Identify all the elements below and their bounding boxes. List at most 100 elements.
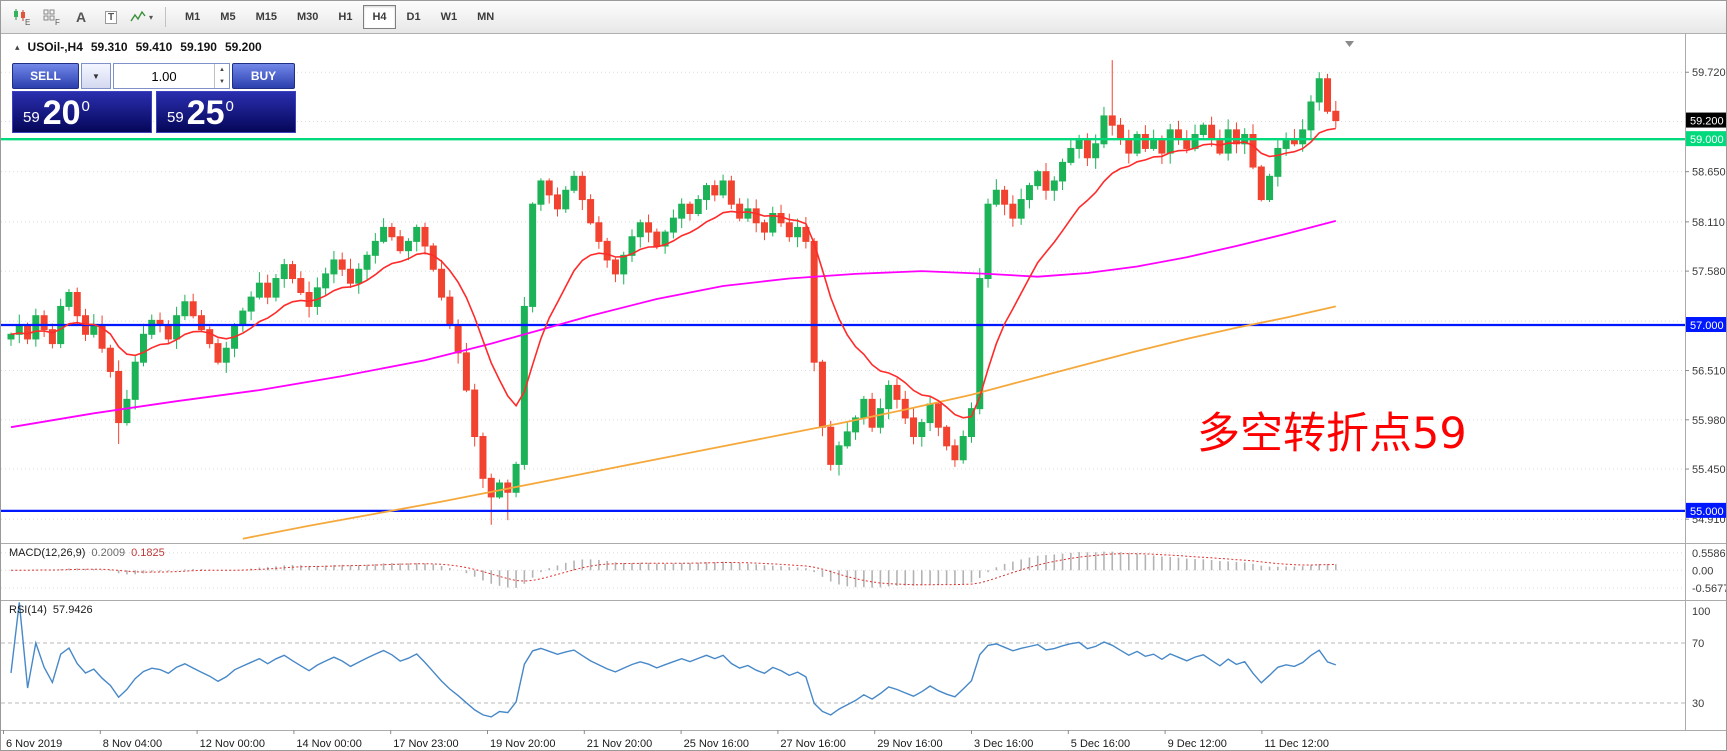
svg-text:F: F xyxy=(55,18,60,26)
svg-text:27 Nov 16:00: 27 Nov 16:00 xyxy=(780,738,845,750)
buy-button[interactable]: BUY xyxy=(232,63,295,89)
new-order-icon[interactable]: E xyxy=(7,4,35,30)
buy-price-prefix: 59 xyxy=(167,109,184,126)
chart-shift-marker[interactable] xyxy=(1345,41,1354,47)
grid-icon[interactable]: F xyxy=(37,4,65,30)
dropdown-arrow-icon: ▼ xyxy=(92,71,100,81)
hline-59-chip: 59.000 xyxy=(1686,131,1726,147)
svg-text:29 Nov 16:00: 29 Nov 16:00 xyxy=(877,738,942,750)
ohlc-low: 59.190 xyxy=(180,40,217,54)
svg-text:9 Dec 12:00: 9 Dec 12:00 xyxy=(1168,738,1227,750)
timeframe-m15[interactable]: M15 xyxy=(255,11,277,23)
svg-text:0.5586: 0.5586 xyxy=(1692,548,1726,560)
symbol-label: USOil-,H4 xyxy=(27,40,83,54)
dropdown-arrow-icon: ▾ xyxy=(148,12,153,22)
svg-text:3 Dec 16:00: 3 Dec 16:00 xyxy=(974,738,1033,750)
svg-text:-0.5677: -0.5677 xyxy=(1692,583,1727,595)
ma-fast-line xyxy=(10,127,1336,419)
buy-price-main: 25 xyxy=(186,93,225,132)
svg-text:59.200: 59.200 xyxy=(1690,116,1724,128)
svg-text:5 Dec 16:00: 5 Dec 16:00 xyxy=(1071,738,1130,750)
indicators-icon[interactable]: ▾ xyxy=(127,4,155,30)
macd-signal-line xyxy=(10,553,1336,586)
current-price-chip: 59.200 xyxy=(1686,112,1726,128)
macd-histogram xyxy=(18,551,1337,588)
hline-57-chip: 57.000 xyxy=(1686,317,1726,333)
svg-text:E: E xyxy=(25,18,30,26)
timeframe-h4[interactable]: H4 xyxy=(363,5,396,29)
sell-button[interactable]: SELL xyxy=(12,63,79,89)
toolbar-separator xyxy=(165,7,166,27)
svg-text:57.000: 57.000 xyxy=(1690,320,1724,332)
text-tool-icon[interactable]: A xyxy=(75,9,87,25)
volume-up-button[interactable]: ▲ xyxy=(219,67,225,73)
ma-mid-line xyxy=(10,220,1337,429)
rsi-pane-label: RSI(14) 57.9426 xyxy=(9,604,93,616)
timeframe-m5[interactable]: M5 xyxy=(220,11,236,23)
svg-text:0.00: 0.00 xyxy=(1692,565,1713,577)
ohlc-close: 59.200 xyxy=(224,40,262,54)
volume-preset-dropdown[interactable]: ▼ xyxy=(81,63,111,89)
timeframe-m1[interactable]: M1 xyxy=(185,11,201,23)
sell-price-sup: 0 xyxy=(81,98,90,115)
timeframe-mn[interactable]: MN xyxy=(477,11,495,23)
svg-text:56.510: 56.510 xyxy=(1692,366,1726,378)
sell-price-prefix: 59 xyxy=(23,109,40,126)
svg-text:19 Nov 20:00: 19 Nov 20:00 xyxy=(490,738,555,750)
timeframe-w1[interactable]: W1 xyxy=(440,11,458,23)
sell-price-tile[interactable]: 59 20 0 xyxy=(12,91,152,133)
toolbar: E F A T ▾ M1 M5 M15 M30 H1 H4 D1 W1 MN xyxy=(1,1,1726,34)
svg-text:30: 30 xyxy=(1692,698,1704,710)
sell-price-main: 20 xyxy=(42,93,81,132)
chart-ohlc-header: ▴ USOil-,H4 59.310 59.410 59.190 59.200 xyxy=(15,40,262,54)
volume-value[interactable]: 1.00 xyxy=(151,68,177,84)
svg-text:12 Nov 00:00: 12 Nov 00:00 xyxy=(200,738,265,750)
pane-separators[interactable] xyxy=(1,34,1727,731)
svg-text:11 Dec 12:00: 11 Dec 12:00 xyxy=(1264,738,1329,750)
svg-text:25 Nov 16:00: 25 Nov 16:00 xyxy=(684,738,749,750)
svg-text:6 Nov 2019: 6 Nov 2019 xyxy=(6,738,62,750)
macd-main-value: 0.2009 xyxy=(91,547,126,559)
toolbar-icon-group: E F A T ▾ xyxy=(7,4,155,30)
timeframe-h1[interactable]: H1 xyxy=(338,11,353,23)
volume-input[interactable]: 1.00 ▲ ▼ xyxy=(113,63,230,89)
volume-spinner: ▲ ▼ xyxy=(214,64,229,88)
rsi-value: 57.9426 xyxy=(52,604,93,616)
svg-text:8 Nov 04:00: 8 Nov 04:00 xyxy=(103,738,162,750)
svg-text:100: 100 xyxy=(1692,606,1710,618)
timeframe-group: M1 M5 M15 M30 H1 H4 D1 W1 MN xyxy=(176,5,503,29)
svg-text:55.450: 55.450 xyxy=(1692,464,1726,476)
chart-text-annotation: 多空转折点59 xyxy=(1197,409,1467,459)
svg-text:59.000: 59.000 xyxy=(1690,134,1724,146)
svg-text:55.000: 55.000 xyxy=(1690,506,1724,518)
volume-down-button[interactable]: ▼ xyxy=(219,79,225,85)
svg-text:21 Nov 20:00: 21 Nov 20:00 xyxy=(587,738,652,750)
price-axis[interactable]: 59.720 58.650 58.110 57.580 56.510 55.980 55.4… xyxy=(1685,67,1727,710)
svg-text:57.580: 57.580 xyxy=(1692,266,1726,278)
one-click-trade-panel: SELL ▼ 1.00 ▲ ▼ BUY 59 20 0 59 25 xyxy=(12,63,296,133)
rsi-title: RSI(14) xyxy=(9,604,47,616)
label-tool-icon[interactable]: T xyxy=(97,4,125,30)
time-axis[interactable]: 6 Nov 2019 8 Nov 04:00 12 Nov 00:00 14 Nov … xyxy=(3,730,1330,750)
candles-layer[interactable] xyxy=(7,60,1340,525)
ma-slow-line xyxy=(242,305,1336,540)
rsi-levels xyxy=(1,642,1685,704)
svg-text:17 Nov 23:00: 17 Nov 23:00 xyxy=(393,738,458,750)
macd-signal-value: 0.1825 xyxy=(131,547,165,559)
timeframe-m30[interactable]: M30 xyxy=(296,11,319,23)
ohlc-high: 59.410 xyxy=(135,40,173,54)
svg-text:59.720: 59.720 xyxy=(1692,67,1726,79)
buy-price-sup: 0 xyxy=(225,98,234,115)
buy-price-tile[interactable]: 59 25 0 xyxy=(156,91,296,133)
svg-text:58.110: 58.110 xyxy=(1692,217,1725,229)
macd-pane-label: MACD(12,26,9) 0.2009 0.1825 xyxy=(9,547,165,559)
rsi-line xyxy=(10,602,1337,718)
svg-text:55.980: 55.980 xyxy=(1692,415,1726,427)
timeframe-d1[interactable]: D1 xyxy=(406,11,421,23)
hline-55-chip: 55.000 xyxy=(1686,502,1726,518)
svg-text:14 Nov 00:00: 14 Nov 00:00 xyxy=(296,738,361,750)
collapse-icon[interactable]: ▴ xyxy=(15,41,20,52)
macd-title: MACD(12,26,9) xyxy=(9,547,86,559)
